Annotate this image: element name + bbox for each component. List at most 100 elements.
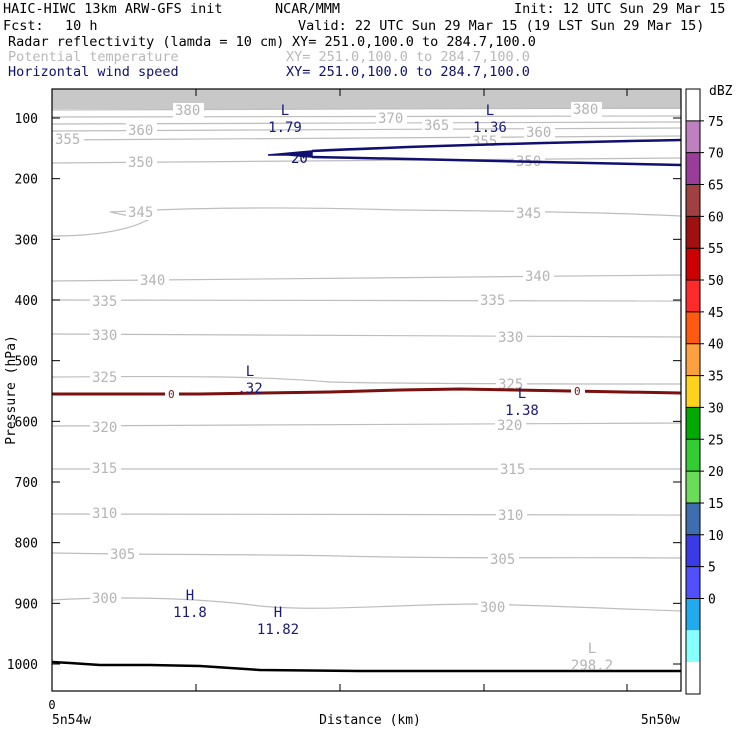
colorbar-swatch: [686, 89, 700, 121]
colorbar-frame: [685, 88, 701, 695]
theta-label-bg: [496, 377, 527, 392]
theta-label-360: 360: [128, 123, 153, 139]
theta-label-305: 305: [490, 552, 515, 568]
model-title: HAIC-HIWC 13km ARW-GFS init: [3, 1, 223, 17]
theta-label-bg: [90, 461, 121, 476]
y-tick-label: 1000: [7, 658, 38, 673]
theta-label-330: 330: [498, 330, 523, 346]
theta-label-bg: [514, 206, 545, 221]
theta-label-305: 305: [110, 547, 135, 563]
colorbar-swatch: [686, 216, 700, 249]
x-tick-0: 0: [48, 698, 55, 712]
theta-contour-335: [51, 299, 682, 302]
theta-label-bg: [90, 591, 121, 606]
theta-label-315: 315: [500, 462, 525, 478]
org-label: NCAR/MMM: [275, 1, 341, 17]
field-wind-xy: XY= 251.0,100.0 to 284.7,100.0: [286, 64, 530, 80]
theta-label-330: 330: [92, 328, 117, 344]
theta-label-bg: [90, 420, 121, 435]
colorbar-swatch: [686, 343, 700, 376]
colorbar-swatch: [686, 471, 700, 503]
colorbar-swatch: [686, 439, 700, 472]
colorbar-swatch: [686, 598, 700, 631]
reflectivity-label-2: 0: [574, 385, 581, 398]
colorbar-unit: dBZ: [709, 84, 733, 99]
init-time: Init: 12 UTC Sun 29 Mar 15: [514, 1, 726, 17]
colorbar-swatch: [686, 152, 700, 185]
top-shaded-band: [52, 89, 681, 109]
field-reflectivity-xy: XY= 251.0,100.0 to 284.7,100.0: [292, 34, 536, 50]
theta-label-345: 345: [516, 206, 541, 222]
valid-time: Valid: 22 UTC Sun 29 Mar 15 (19 LST Sun …: [298, 18, 705, 34]
theta-label-365: 365: [424, 118, 449, 134]
reflectivity-contour-0: 0 0: [52, 385, 682, 401]
y-tick-label: 700: [15, 476, 38, 491]
theta-label-300: 300: [480, 600, 505, 616]
theta-label-bg: [53, 132, 84, 147]
y-tick-label: 900: [15, 597, 38, 612]
y-tick-label: 800: [15, 537, 38, 552]
theta-label-315: 315: [92, 461, 117, 477]
colorbar-level-label: 50: [708, 274, 724, 289]
theta-contour-305: [51, 552, 682, 559]
extremum-type: L: [246, 364, 254, 380]
y-tick-label: 500: [15, 355, 38, 370]
theta-label-345: 345: [128, 205, 153, 221]
colorbar-level-label: 10: [708, 529, 724, 544]
theta-label-320: 320: [497, 418, 522, 434]
theta-contour-lines: [51, 107, 682, 612]
theta-label-300: 300: [92, 591, 117, 607]
field-reflectivity-name: Radar reflectivity (lamda = 10 cm): [8, 34, 285, 50]
colorbar-level-label: 60: [708, 210, 724, 225]
theta-label-bg: [173, 103, 204, 118]
theta-label-310: 310: [92, 506, 117, 522]
y-tick-label: 600: [15, 415, 38, 430]
theta-contour-345: [51, 207, 682, 237]
extremum-value: 11.82: [257, 622, 299, 638]
theta-contour-300: [51, 597, 682, 612]
theta-label-bg: [108, 547, 139, 562]
extremum-value: .32: [237, 381, 262, 397]
theta-label-bg: [496, 508, 527, 523]
theta-label-335: 335: [480, 293, 505, 309]
extremum-value: 298.2: [571, 658, 613, 674]
colorbar-swatch: [686, 311, 700, 344]
theta-label-bg: [478, 600, 509, 615]
field-wind-name: Horizontal wind speed: [8, 64, 179, 80]
colorbar-swatch: [686, 662, 700, 694]
theta-label-bg: [478, 293, 509, 308]
colorbar-level-label: 5: [708, 561, 716, 576]
theta-label-bg: [90, 294, 121, 309]
theta-label-bg: [571, 102, 602, 117]
theta-contour-340: [51, 274, 682, 282]
field-theta-name: Potential temperature: [8, 49, 179, 65]
reflectivity-label-1: 0: [168, 388, 175, 401]
theta-contour-330: [51, 333, 682, 338]
theta-label-bg: [488, 552, 519, 567]
colorbar-swatch: [686, 375, 700, 408]
surface-pressure-line: [51, 660, 681, 673]
colorbar-level-label: 70: [708, 147, 724, 162]
colorbar-level-label: 55: [708, 242, 724, 257]
y-tick-label: 200: [15, 173, 38, 188]
colorbar-swatch: [686, 566, 700, 599]
theta-label-380: 380: [175, 103, 200, 119]
colorbar-swatch: [686, 120, 700, 153]
theta-label-340: 340: [140, 273, 165, 289]
theta-label-355: 355: [472, 134, 497, 150]
theta-label-335: 335: [92, 294, 117, 310]
colorbar-level-label: 20: [708, 465, 724, 480]
colorbar-swatch: [686, 630, 700, 663]
theta-label-bg: [126, 123, 157, 138]
theta-label-360: 360: [526, 125, 551, 141]
extremum-type: L: [486, 103, 494, 119]
extremum-value: 1.79: [268, 120, 302, 136]
colorbar-level-label: 25: [708, 433, 724, 448]
theta-label-bg: [138, 273, 169, 288]
extremum-type: L: [588, 641, 596, 657]
colorbar-swatch: [686, 248, 700, 281]
